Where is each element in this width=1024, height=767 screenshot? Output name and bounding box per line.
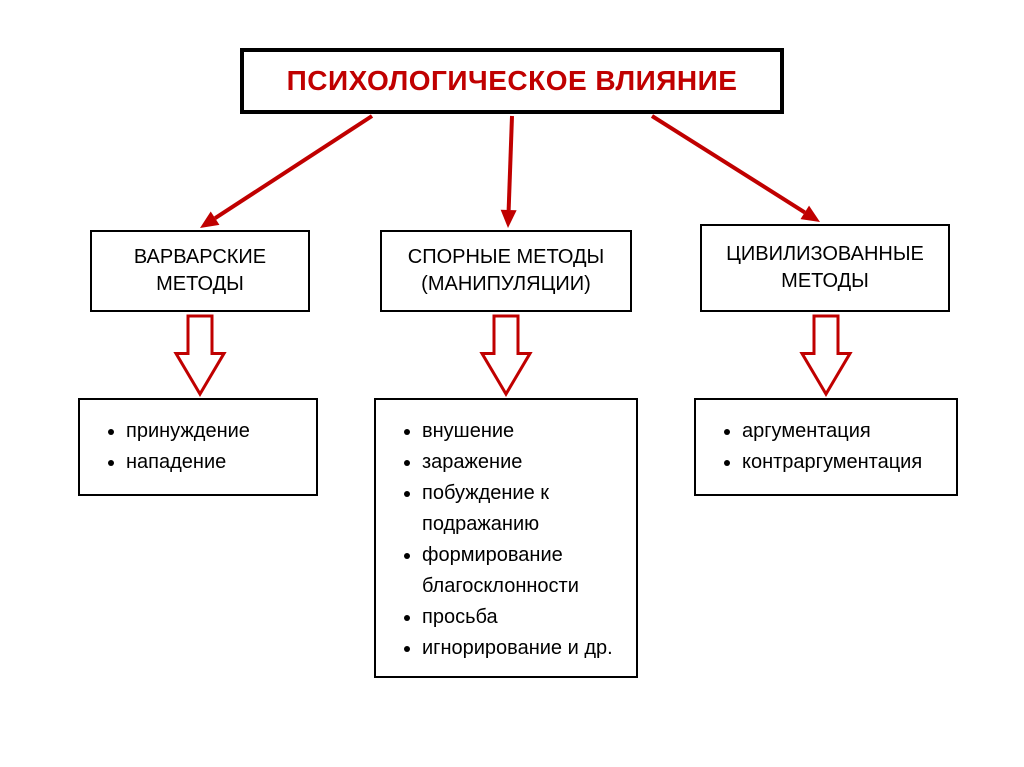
category-label: СПОРНЫЕ МЕТОДЫ (МАНИПУЛЯЦИИ): [408, 244, 604, 298]
list-item: побуждение к подражанию: [422, 478, 626, 540]
category-label-line: (МАНИПУЛЯЦИИ): [421, 273, 591, 295]
item-list: аргументация контраргументация: [724, 416, 946, 478]
list-box-civilized: аргументация контраргументация: [694, 398, 958, 496]
list-item: заражение: [422, 447, 626, 478]
list-item: контраргументация: [742, 447, 946, 478]
list-box-barbaric: принуждение нападение: [78, 398, 318, 496]
category-label: ЦИВИЛИЗОВАННЫЕ МЕТОДЫ: [726, 241, 924, 295]
list-item: игнорирование и др.: [422, 633, 626, 664]
title-box: ПСИХОЛОГИЧЕСКОЕ ВЛИЯНИЕ: [240, 48, 784, 114]
list-item: внушение: [422, 416, 626, 447]
category-label-line: ЦИВИЛИЗОВАННЫЕ: [726, 243, 924, 265]
list-box-controversial: внушение заражение побуждение к подражан…: [374, 398, 638, 678]
category-label-line: МЕТОДЫ: [781, 270, 869, 292]
title-text: ПСИХОЛОГИЧЕСКОЕ ВЛИЯНИЕ: [287, 65, 738, 97]
list-item: принуждение: [126, 416, 306, 447]
category-label-line: ВАРВАРСКИЕ: [134, 246, 266, 268]
category-box-controversial: СПОРНЫЕ МЕТОДЫ (МАНИПУЛЯЦИИ): [380, 230, 632, 312]
list-item: аргументация: [742, 416, 946, 447]
list-item: нападение: [126, 447, 306, 478]
item-list: внушение заражение побуждение к подражан…: [404, 416, 626, 664]
category-label-line: МЕТОДЫ: [156, 273, 244, 295]
category-box-barbaric: ВАРВАРСКИЕ МЕТОДЫ: [90, 230, 310, 312]
list-item: просьба: [422, 602, 626, 633]
item-list: принуждение нападение: [108, 416, 306, 478]
category-label-line: СПОРНЫЕ МЕТОДЫ: [408, 246, 604, 268]
list-item: формирование благосклонности: [422, 540, 626, 602]
category-box-civilized: ЦИВИЛИЗОВАННЫЕ МЕТОДЫ: [700, 224, 950, 312]
category-label: ВАРВАРСКИЕ МЕТОДЫ: [134, 244, 266, 298]
